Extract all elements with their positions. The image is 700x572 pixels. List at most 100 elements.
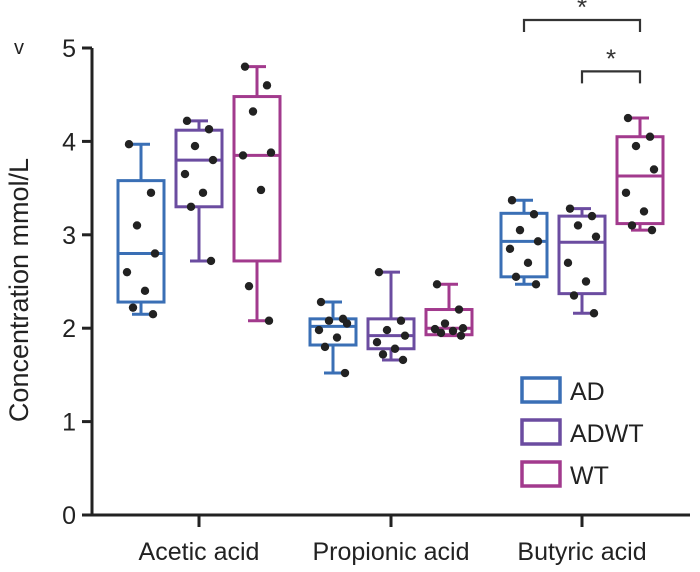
data-point: [150, 249, 160, 258]
legend: AD ADWT WT: [520, 376, 644, 490]
data-point: [581, 277, 591, 286]
data-point: [324, 316, 334, 325]
data-point: [238, 151, 248, 160]
boxplot: [116, 140, 166, 319]
data-point: [573, 221, 583, 230]
x-categories: Acetic acid Propionic acid Butyric acid: [139, 515, 647, 566]
data-point: [266, 148, 276, 157]
legend-swatch: [520, 418, 562, 446]
significance-star: *: [577, 0, 587, 22]
boxplot: [174, 116, 224, 266]
corner-label: v: [14, 37, 24, 59]
bracket-line: [580, 70, 642, 84]
data-point: [320, 342, 330, 352]
data-point: [382, 325, 392, 335]
box-iqr: [557, 214, 607, 296]
data-point: [146, 188, 156, 197]
data-point: [314, 325, 324, 335]
data-point: [244, 281, 254, 291]
data-point: [124, 140, 134, 149]
data-point: [432, 280, 442, 289]
data-point: [589, 309, 599, 318]
data-point: [398, 355, 408, 365]
data-point: [206, 256, 216, 266]
data-point: [372, 338, 382, 347]
data-point: [182, 116, 192, 126]
y-tick-label: 2: [62, 315, 76, 343]
legend-label: AD: [570, 378, 605, 406]
boxplots: [116, 62, 665, 378]
data-point: [505, 244, 515, 254]
data-point: [256, 185, 266, 195]
data-point: [515, 225, 525, 235]
data-point: [531, 280, 541, 289]
legend-swatch: [520, 460, 562, 488]
data-point: [533, 237, 543, 246]
data-point: [569, 291, 579, 300]
boxplot: [366, 267, 416, 365]
box-iqr: [116, 179, 166, 304]
x-category-label: Propionic acid: [312, 538, 469, 566]
data-point: [240, 62, 250, 71]
data-point: [332, 333, 342, 342]
data-point: [565, 204, 575, 213]
box-iqr: [615, 135, 665, 226]
data-point: [198, 188, 208, 197]
data-point: [523, 258, 533, 268]
data-point: [204, 125, 214, 134]
y-tick-label: 1: [62, 409, 76, 437]
legend-label: ADWT: [570, 420, 644, 448]
box-iqr: [232, 95, 282, 263]
boxplot: [615, 113, 665, 235]
y-tick-label: 5: [62, 35, 76, 63]
data-point: [342, 319, 352, 328]
data-point: [262, 81, 272, 90]
data-point: [454, 305, 464, 314]
significance-bracket: *: [522, 0, 642, 32]
box-iqr: [424, 308, 474, 337]
data-point: [128, 303, 138, 312]
box-iqr: [499, 211, 549, 279]
data-point: [587, 211, 597, 221]
data-point: [511, 272, 521, 282]
data-point: [180, 169, 190, 179]
data-point: [132, 221, 142, 230]
boxplot: [557, 204, 607, 318]
data-point: [448, 326, 458, 336]
data-point: [248, 107, 258, 116]
data-point: [316, 297, 326, 307]
data-point: [456, 331, 466, 340]
data-point: [396, 316, 406, 325]
significance-bracket: *: [580, 43, 642, 84]
data-point: [190, 141, 200, 151]
legend-item: WT: [520, 460, 609, 490]
significance-brackets: **: [522, 0, 642, 84]
box-iqr: [174, 128, 224, 209]
legend-swatch: [520, 376, 562, 404]
data-point: [507, 196, 517, 205]
x-category-label: Butyric acid: [517, 538, 646, 566]
data-point: [340, 368, 350, 378]
data-point: [631, 141, 641, 151]
data-point: [122, 267, 132, 277]
data-point: [623, 113, 633, 123]
data-point: [529, 210, 539, 219]
boxplot: [499, 196, 549, 289]
legend-label: WT: [570, 462, 609, 490]
legend-item: AD: [520, 376, 605, 406]
data-point: [458, 324, 468, 333]
y-tick-label: 4: [62, 128, 76, 156]
data-point: [440, 319, 450, 328]
data-point: [378, 350, 388, 359]
data-point: [649, 165, 659, 174]
x-category-label: Acetic acid: [139, 538, 260, 566]
boxplot: [308, 297, 358, 378]
boxplot: [232, 62, 282, 325]
y-tick-label: 0: [62, 502, 76, 530]
data-point: [645, 132, 655, 141]
boxplot: [424, 280, 474, 340]
data-point: [208, 155, 218, 165]
box-iqr: [308, 317, 358, 347]
data-point: [563, 258, 573, 268]
